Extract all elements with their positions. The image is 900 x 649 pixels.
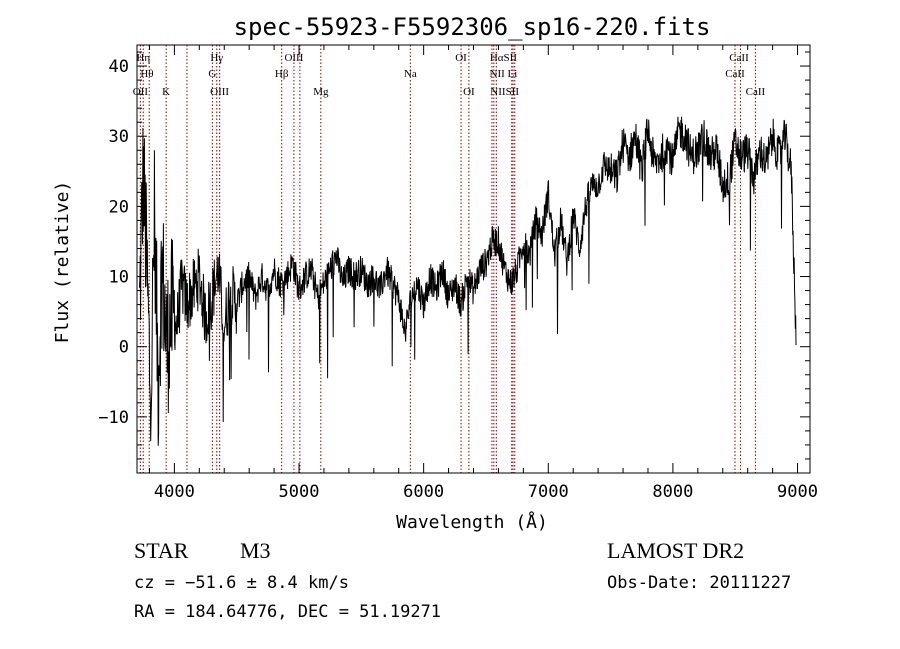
spectral-line-label: Hβ <box>275 68 289 80</box>
y-tick-label: 20 <box>109 197 129 217</box>
spectral-line-label: Na <box>404 68 417 80</box>
x-tick-label: 8000 <box>652 482 693 502</box>
x-tick-label: 4000 <box>154 482 195 502</box>
spectral-line-label: NII Li <box>490 68 518 80</box>
x-tick-label: 6000 <box>403 482 444 502</box>
spectral-line-label: CaII <box>729 52 749 64</box>
spectral-line-label: NIISII <box>490 86 519 98</box>
x-tick-label: 9000 <box>777 482 818 502</box>
chart-title: spec-55923-F5592306_sp16-220.fits <box>234 13 711 41</box>
spectral-line-label: Hγ <box>210 52 223 64</box>
spectral-line-label: Hθ <box>140 68 153 80</box>
spectral-line-label: OI <box>463 86 475 98</box>
object-subclass: M3 <box>240 538 271 563</box>
spectrum-line <box>139 116 797 446</box>
survey-name: LAMOST DR2 <box>607 538 745 563</box>
spectral-line-label: OIII <box>284 52 303 64</box>
y-tick-label: 40 <box>109 57 129 77</box>
object-class: STAR <box>134 538 189 563</box>
y-tick-label: 0 <box>119 338 129 358</box>
spectral-line-label: OII <box>133 86 149 98</box>
spectral-line-label: HαSII <box>490 52 517 64</box>
observation-date: Obs-Date: 20111227 <box>607 573 792 593</box>
x-tick-label: 5000 <box>279 482 320 502</box>
y-tick-label: 30 <box>109 127 129 147</box>
redshift-velocity: cz = −51.6 ± 8.4 km/s <box>134 573 349 593</box>
spectral-line-label: K <box>162 86 170 98</box>
y-axis-label: Flux (relative) <box>52 181 73 344</box>
spectral-line-label: Mg <box>313 86 329 98</box>
spectral-line-label: OI <box>455 52 467 64</box>
plot-area: Hη Hθ OII K Hγ G OIII OIII Hβ Mg Na OI OI HαSII NII Li… <box>98 44 818 502</box>
spectral-line-label: CaII <box>725 68 745 80</box>
coordinates: RA = 184.64776, DEC = 51.19271 <box>134 602 442 622</box>
axes-frame <box>136 44 811 474</box>
spectral-line-label: OIII <box>210 86 229 98</box>
y-tick-label: −10 <box>98 408 129 428</box>
x-axis-label: Wavelength (Å) <box>396 511 548 533</box>
spectral-line-label: G <box>208 68 216 80</box>
y-tick-label: 10 <box>109 268 129 288</box>
spectral-line-label: Hη <box>136 52 150 64</box>
spectral-line-label: CaII <box>746 86 766 98</box>
x-tick-label: 7000 <box>528 482 569 502</box>
